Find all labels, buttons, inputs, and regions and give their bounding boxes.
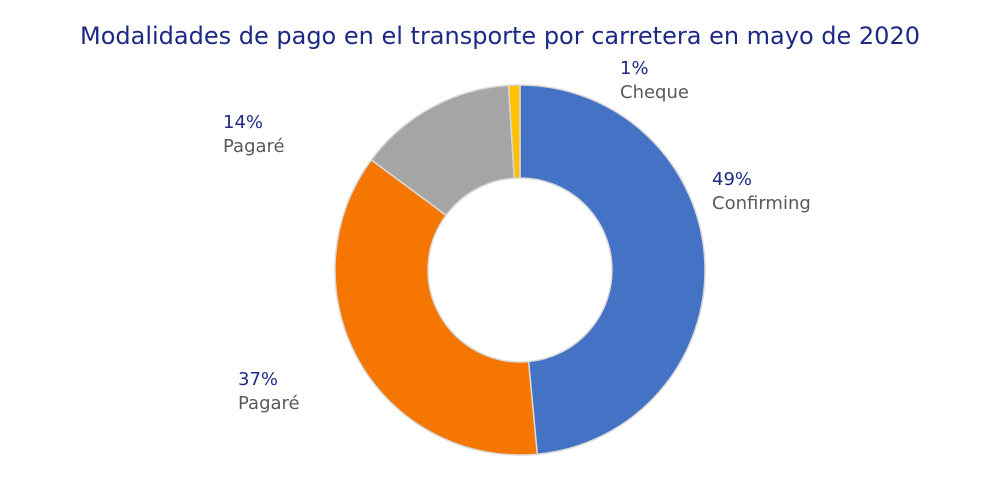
slice-category: Pagaré [223, 136, 285, 157]
slice-label-cheque: 1% Cheque [620, 57, 689, 105]
slice-category: Cheque [620, 82, 689, 103]
slice-category: Pagaré [238, 393, 300, 414]
donut-slice-0 [519, 84, 706, 456]
donut-slice-3 [507, 84, 521, 179]
slice-percent: 49% [712, 169, 753, 190]
slice-label-confirming: 49% Confirming [712, 168, 811, 216]
chart-title: Modalidades de pago en el transporte por… [80, 22, 920, 50]
slice-category: Confirming [712, 193, 811, 214]
slice-percent: 1% [620, 58, 649, 79]
slice-label-pagare-37: 37% Pagaré [238, 368, 300, 416]
donut-slice-1 [334, 158, 539, 456]
slice-percent: 14% [223, 112, 264, 133]
slice-percent: 37% [238, 369, 279, 390]
slice-label-pagare-14: 14% Pagaré [223, 111, 285, 159]
